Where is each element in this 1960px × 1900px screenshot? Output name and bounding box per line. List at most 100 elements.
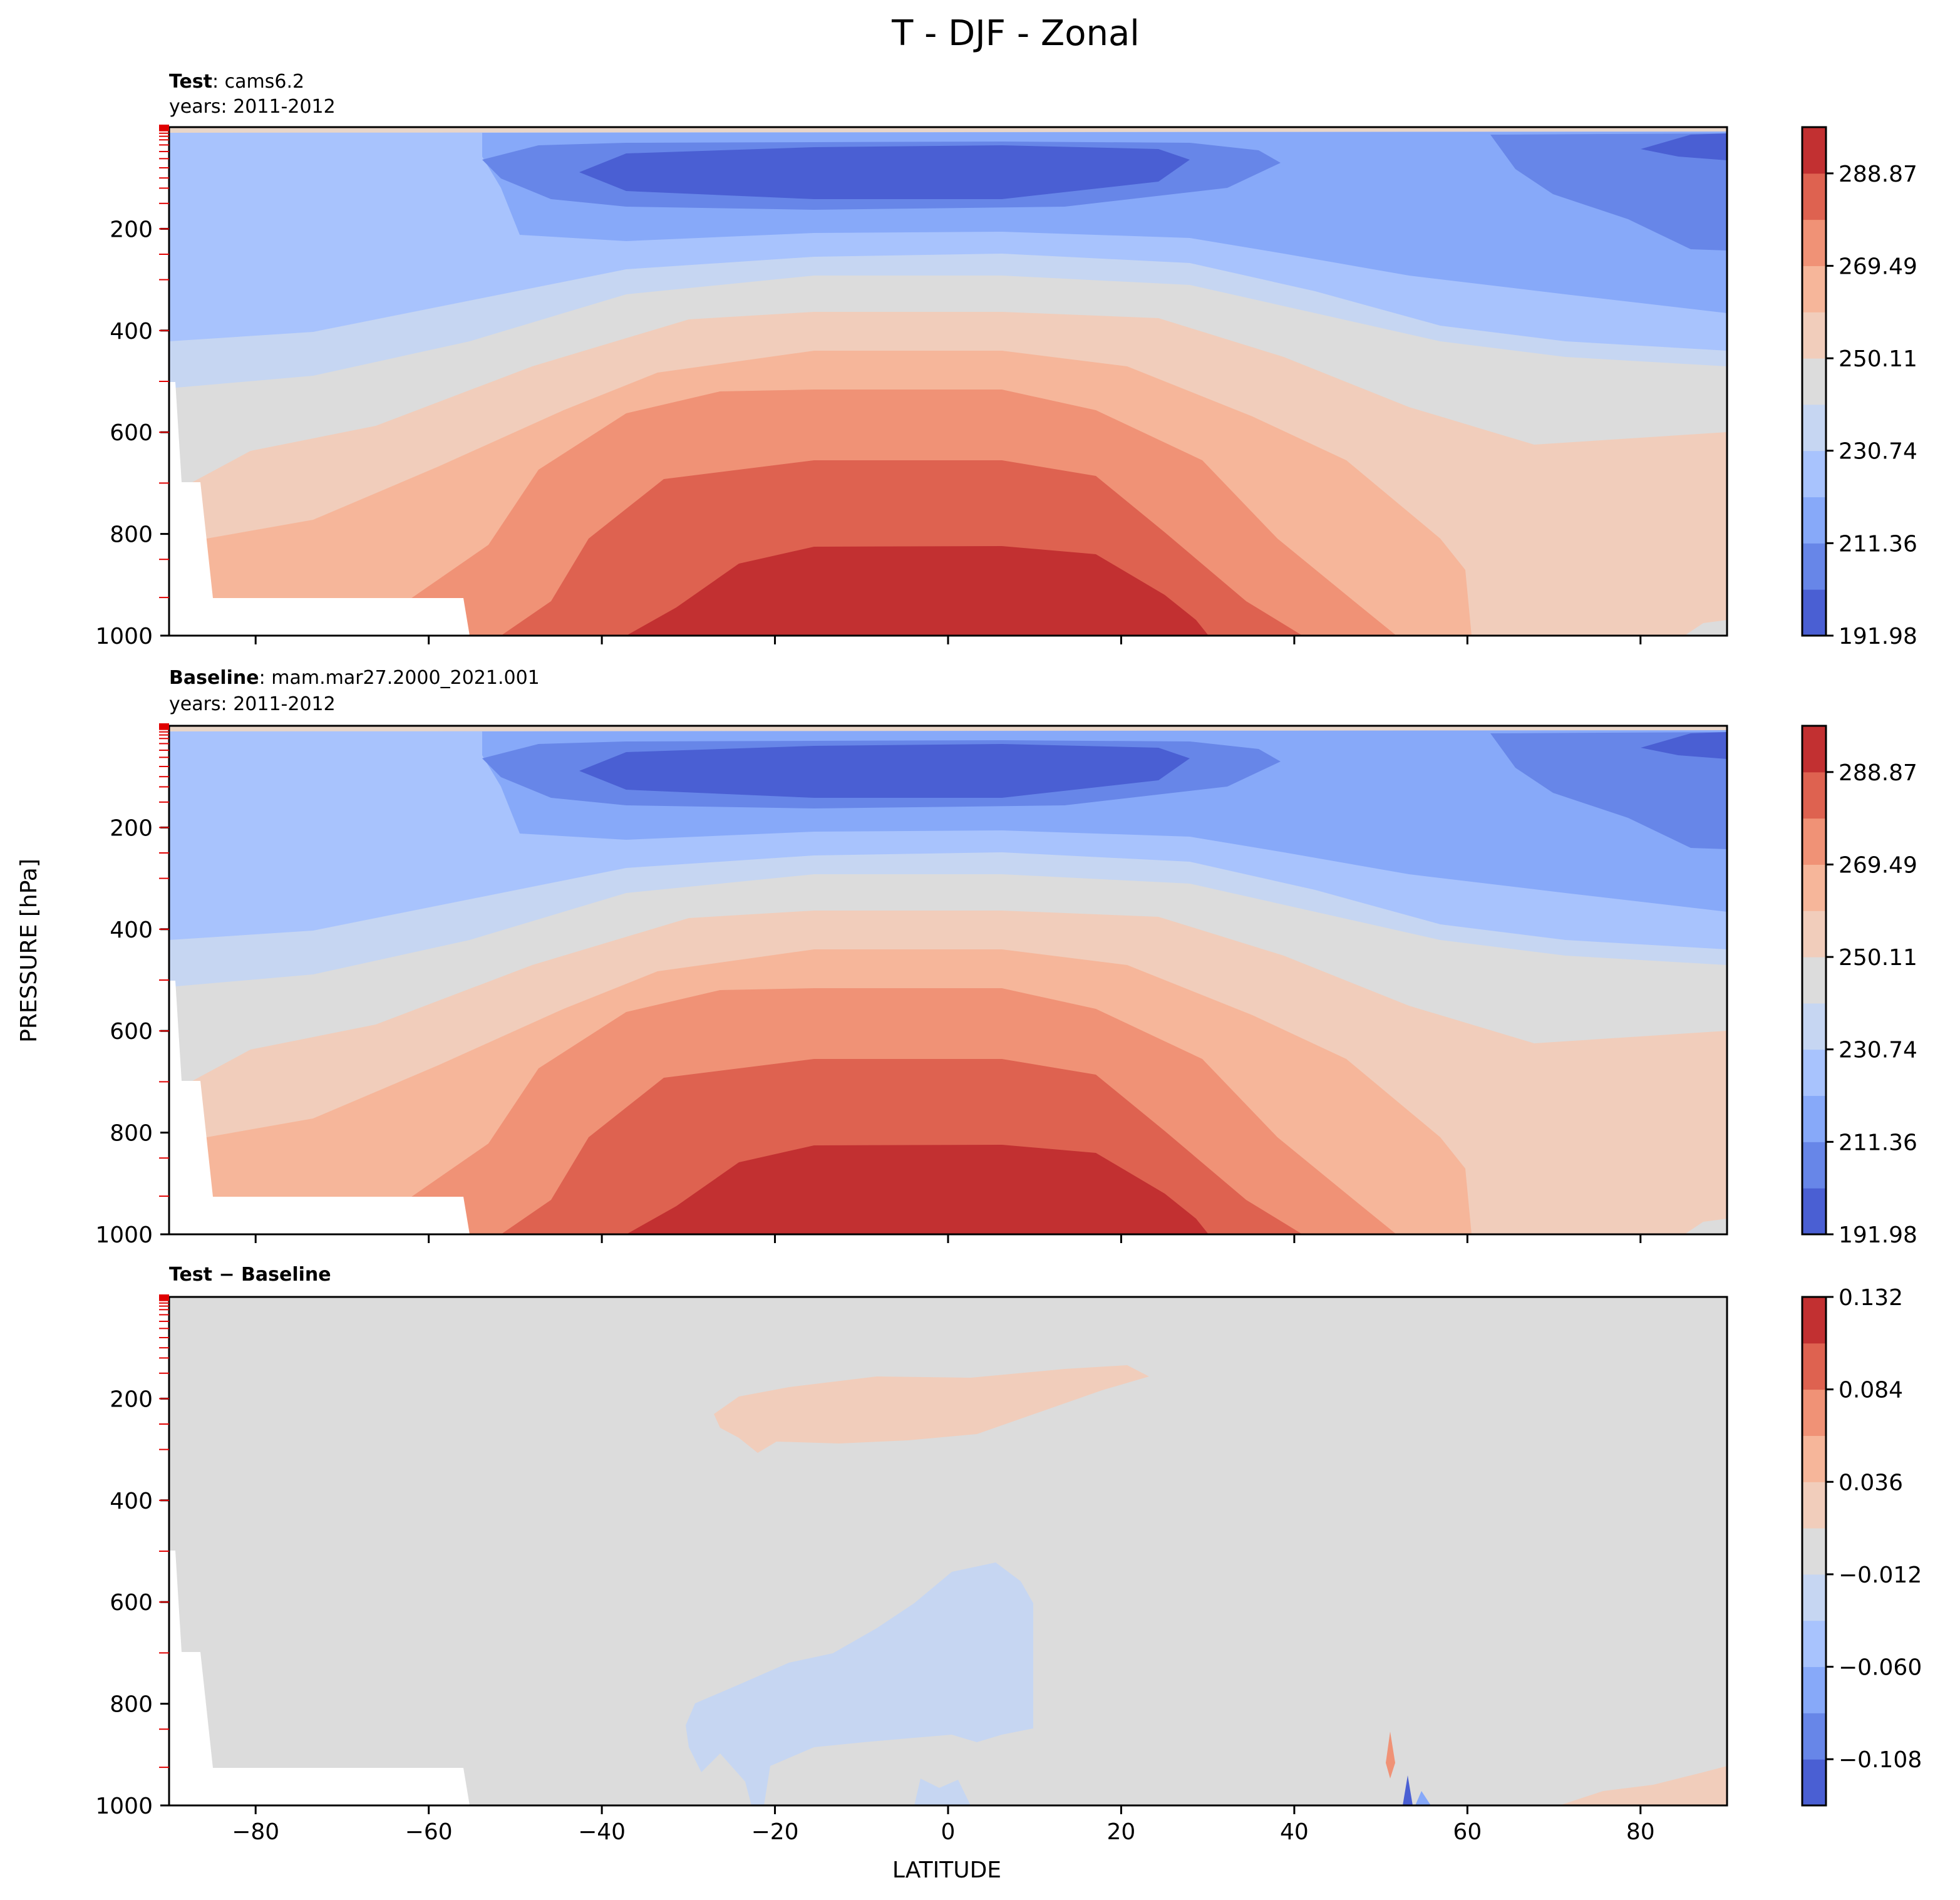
colorbar-swatch — [1802, 1435, 1826, 1482]
colorbar-tick-label: 211.36 — [1839, 531, 1917, 557]
y-tick-label: 600 — [110, 420, 153, 446]
test-band-191-pole — [1490, 133, 1727, 250]
colorbar-swatch — [1802, 358, 1826, 405]
y-tick-label: 800 — [110, 1121, 153, 1147]
colorbar-test: 288.87 269.49 250.11 230.74 211.36 191.98 — [1801, 126, 1917, 649]
colorbar-swatch — [1802, 404, 1826, 452]
colorbar-tick-label: 288.87 — [1839, 162, 1917, 187]
colorbar-swatch — [1802, 1049, 1826, 1097]
colorbar-tick-label: 211.36 — [1839, 1130, 1917, 1155]
baseline-band-lower-right — [1684, 1219, 1727, 1234]
colorbar-swatch — [1802, 497, 1826, 544]
x-tick-label: 40 — [1280, 1819, 1309, 1845]
panel-difference: Test − Baseline −80 −60 −40 −20 0 20 40 60 80 20… — [95, 1264, 1728, 1845]
colorbar-tick-label: 191.98 — [1839, 1222, 1917, 1248]
panel-difference-ticks — [254, 1805, 1642, 1814]
colorbar-swatch — [1802, 1389, 1826, 1436]
colorbar-swatch — [1802, 266, 1826, 312]
panel-test-ticks — [254, 636, 1642, 644]
panel-baseline-yticks: 200 400 600 800 1000 — [95, 723, 169, 1248]
colorbar-swatch — [1802, 864, 1826, 911]
colorbar-swatch — [1802, 1528, 1826, 1575]
y-tick-label: 200 — [110, 217, 153, 242]
colorbar-tick-label: 0.084 — [1839, 1378, 1903, 1403]
colorbar-swatch — [1802, 219, 1826, 266]
colorbar-tick-label: 0.132 — [1839, 1285, 1903, 1311]
colorbar-swatch — [1802, 1188, 1826, 1235]
x-tick-label: −20 — [751, 1819, 799, 1845]
colorbar-tick-label: 288.87 — [1839, 760, 1917, 786]
y-tick-label: 400 — [110, 319, 153, 344]
colorbar-tick-label: 250.11 — [1839, 346, 1917, 372]
y-tick-label: 400 — [110, 917, 153, 943]
colorbar-swatch — [1802, 1343, 1826, 1390]
diff-band-negative-bottom — [914, 1779, 971, 1805]
colorbar-baseline: 288.87 269.49 250.11 230.74 211.36 191.98 — [1801, 725, 1917, 1248]
colorbar-swatch — [1802, 450, 1826, 498]
colorbar-tick-label: 250.11 — [1839, 945, 1917, 971]
colorbar-swatch — [1802, 1142, 1826, 1189]
baseline-band-181-pole — [1641, 732, 1727, 759]
baseline-band-191-pole — [1490, 732, 1727, 849]
model-level-top-marker — [159, 1294, 169, 1301]
colorbar-swatch — [1802, 589, 1826, 636]
colorbar-tick-label: 269.49 — [1839, 254, 1917, 279]
baseline-band-290 — [626, 1145, 1209, 1234]
baseline-band-181 — [579, 744, 1190, 798]
colorbar-swatch — [1802, 1095, 1826, 1142]
diff-band-spike-positive — [1386, 1732, 1395, 1779]
y-tick-label: 600 — [110, 1590, 153, 1616]
colorbar-tick-label: −0.108 — [1839, 1747, 1922, 1773]
diff-band-positive-upper — [714, 1365, 1149, 1453]
colorbar-swatch — [1802, 911, 1826, 958]
colorbar-swatch — [1802, 1666, 1826, 1713]
baseline-missing-topography — [169, 981, 470, 1234]
colorbar-tick-label: 230.74 — [1839, 1038, 1917, 1063]
panel-baseline-label: Baseline: mam.mar27.2000_2021.001 — [169, 667, 540, 689]
colorbar-frame — [1801, 1296, 1827, 1807]
x-tick-label: 20 — [1107, 1819, 1136, 1845]
colorbar-swatch — [1802, 543, 1826, 590]
panel-test-label-rest: : cams6.2 — [212, 71, 304, 93]
panel-test: Test: cams6.2 years: 2011-2012 200 400 600… — [95, 71, 1728, 649]
colorbar-swatch — [1802, 1713, 1826, 1760]
y-tick-label: 1000 — [95, 1222, 153, 1248]
diff-missing-topography — [169, 1551, 470, 1805]
colorbar-swatch — [1802, 127, 1826, 174]
colorbar-swatch — [1802, 818, 1826, 865]
y-tick-label: 200 — [110, 815, 153, 841]
panel-test-years: years: 2011-2012 — [169, 96, 336, 118]
test-band-181-pole — [1641, 133, 1727, 160]
x-tick-label: −40 — [578, 1819, 626, 1845]
colorbar-swatch — [1802, 1297, 1826, 1344]
panel-test-label-bold: Test — [169, 71, 212, 93]
panel-difference-label: Test − Baseline — [169, 1264, 331, 1286]
colorbar-tick-label: 230.74 — [1839, 439, 1917, 465]
panel-baseline-contours — [169, 726, 1727, 1234]
model-level-top-marker — [159, 125, 169, 131]
x-axis-label: LATITUDE — [892, 1857, 1001, 1883]
panel-baseline: Baseline: mam.mar27.2000_2021.001 years:… — [95, 667, 1728, 1248]
colorbar-swatch — [1802, 1003, 1826, 1050]
test-band-lower-right — [1684, 620, 1727, 636]
panel-difference-yticks: 200 400 600 800 1000 — [95, 1294, 169, 1819]
colorbar-tick-label: 0.036 — [1839, 1470, 1903, 1495]
test-band-top — [169, 127, 1727, 133]
x-tick-label: −80 — [232, 1819, 279, 1845]
y-tick-label: 800 — [110, 1692, 153, 1718]
colorbar-difference: 0.132 0.084 0.036 −0.012 −0.060 −0.108 — [1801, 1285, 1922, 1807]
colorbar-frame — [1801, 126, 1827, 637]
x-tick-label: −60 — [405, 1819, 453, 1845]
panel-test-contours — [169, 127, 1727, 636]
y-tick-label: 600 — [110, 1019, 153, 1045]
colorbar-swatch — [1802, 1482, 1826, 1529]
colorbar-swatch — [1802, 312, 1826, 359]
diff-band-negative-lower — [686, 1562, 1033, 1805]
y-tick-label: 800 — [110, 522, 153, 548]
colorbar-swatch — [1802, 726, 1826, 773]
panel-baseline-label-bold: Baseline — [169, 667, 259, 689]
diff-band-positive-right — [1559, 1766, 1727, 1805]
test-missing-topography — [169, 382, 470, 636]
figure-title: T - DJF - Zonal — [891, 13, 1140, 54]
